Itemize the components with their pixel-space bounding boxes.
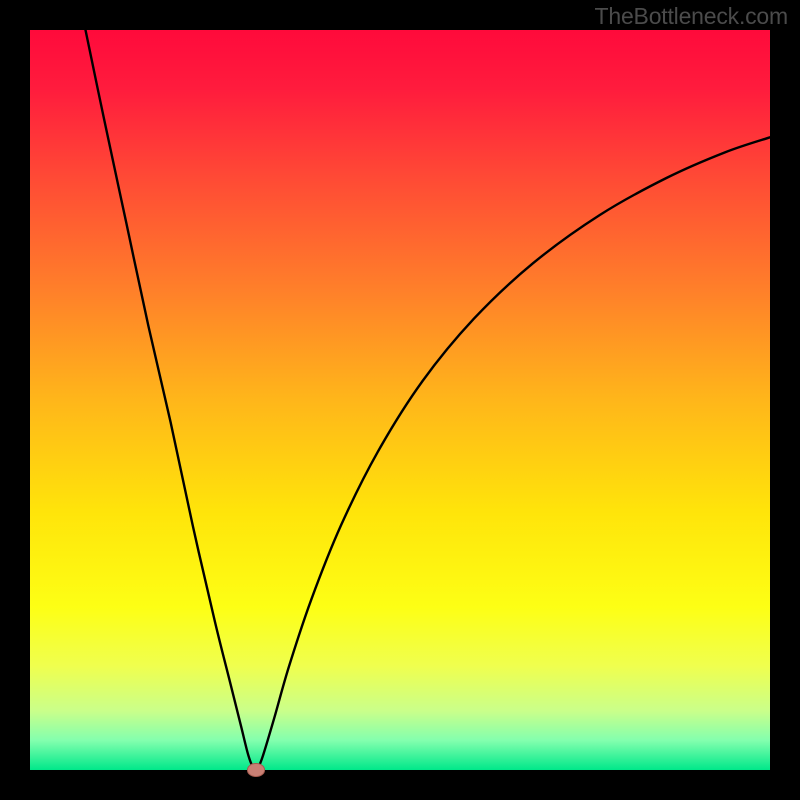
optimum-marker bbox=[247, 763, 265, 776]
bottleneck-curve bbox=[30, 30, 770, 770]
chart-frame: TheBottleneck.com bbox=[0, 0, 800, 800]
watermark-text: TheBottleneck.com bbox=[595, 3, 788, 30]
